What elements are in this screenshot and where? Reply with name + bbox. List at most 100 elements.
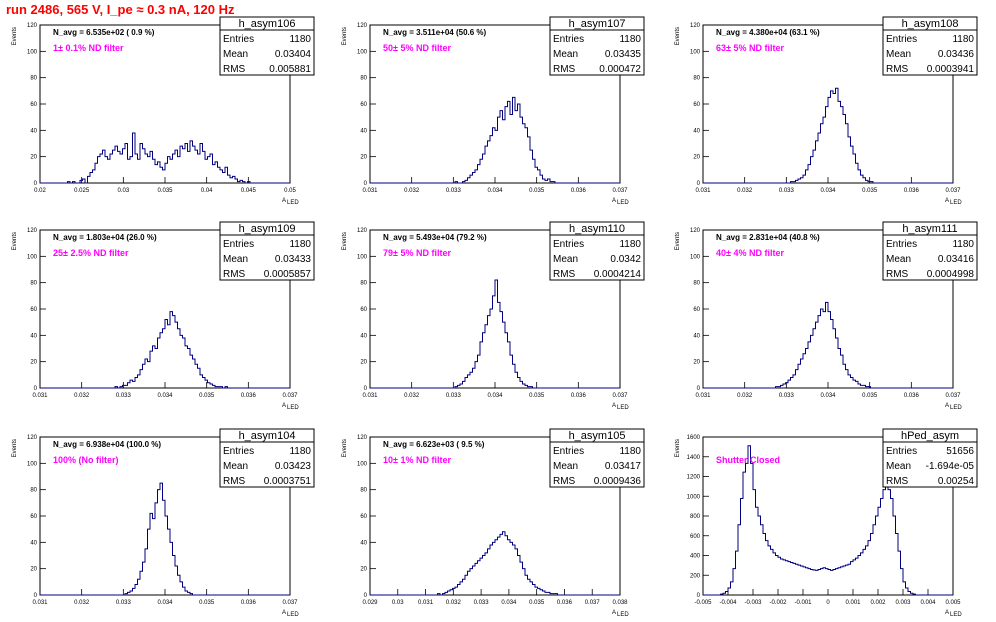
y-tick-label: 60 bbox=[360, 514, 367, 520]
y-tick-label: 80 bbox=[30, 488, 37, 494]
stats-label: RMS bbox=[223, 476, 246, 487]
x-axis-label: A bbox=[612, 610, 616, 616]
stats-box bbox=[219, 428, 315, 488]
stats-box bbox=[882, 16, 978, 76]
y-tick-label: 20 bbox=[693, 360, 700, 366]
x-tick-label: 0.034 bbox=[820, 393, 836, 399]
stats-title: h_asym108 bbox=[902, 18, 959, 30]
x-tick-label: 0.037 bbox=[945, 393, 961, 399]
x-tick-label: 0.032 bbox=[74, 393, 90, 399]
stats-label: Entries bbox=[223, 239, 254, 250]
x-tick-label: 0.031 bbox=[32, 600, 48, 606]
x-tick-label: 0.031 bbox=[362, 393, 378, 399]
stats-value: 1180 bbox=[289, 34, 311, 45]
stats-label: RMS bbox=[886, 476, 909, 487]
x-tick-label: 0.003 bbox=[895, 600, 911, 606]
stats-value: 0.0009436 bbox=[594, 476, 642, 487]
y-tick-label: 100 bbox=[690, 49, 701, 55]
filter-note: 10± 1% ND filter bbox=[383, 455, 451, 465]
x-tick-label: 0.038 bbox=[612, 600, 628, 606]
y-tick-label: 0 bbox=[697, 593, 701, 599]
x-tick-label: 0.034 bbox=[157, 393, 173, 399]
x-axis-label: A bbox=[945, 610, 949, 616]
stats-label: Entries bbox=[886, 239, 917, 250]
x-tick-label: 0.033 bbox=[116, 600, 132, 606]
stats-title: h_asym111 bbox=[902, 223, 957, 235]
x-tick-label: 0.035 bbox=[199, 393, 215, 399]
stats-value: 0.03416 bbox=[938, 254, 975, 265]
x-axis-label-subscript: LED bbox=[950, 612, 962, 618]
stats-label: Entries bbox=[553, 239, 584, 250]
stats-value: 1180 bbox=[619, 446, 641, 457]
histogram-panel-h_asym108: 0 20 40 60 80 100 120 0.031 0.032 0.033 0.034 0.035… bbox=[675, 16, 978, 206]
x-tick-label: 0.035 bbox=[529, 393, 545, 399]
x-tick-label: 0.037 bbox=[612, 188, 628, 194]
y-tick-label: 40 bbox=[360, 128, 367, 134]
x-axis-label-subscript: LED bbox=[617, 200, 629, 206]
y-axis-label: Events bbox=[342, 27, 348, 45]
x-tick-label: 0.033 bbox=[779, 393, 795, 399]
stats-value: 0.0003941 bbox=[927, 64, 975, 75]
stats-label: Mean bbox=[223, 461, 248, 472]
stats-label: RMS bbox=[223, 269, 246, 280]
y-axis-label: Events bbox=[12, 232, 18, 250]
x-axis-label: A bbox=[945, 198, 949, 204]
x-tick-label: 0.035 bbox=[862, 393, 878, 399]
stats-value: 1180 bbox=[289, 446, 311, 457]
stats-value: 1180 bbox=[619, 34, 641, 45]
y-tick-label: 20 bbox=[693, 155, 700, 161]
x-tick-label: 0.025 bbox=[74, 188, 90, 194]
stats-label: RMS bbox=[886, 269, 909, 280]
run-title: run 2486, 565 V, I_pe ≈ 0.3 nA, 120 Hz bbox=[6, 2, 235, 17]
x-tick-label: 0.031 bbox=[418, 600, 434, 606]
filter-note: 100% (No filter) bbox=[53, 455, 119, 465]
x-tick-label: 0.034 bbox=[487, 188, 503, 194]
x-tick-label: 0.045 bbox=[241, 188, 257, 194]
y-tick-label: 40 bbox=[360, 540, 367, 546]
stats-label: RMS bbox=[553, 64, 576, 75]
y-tick-label: 0 bbox=[34, 593, 38, 599]
x-axis-label: A bbox=[282, 610, 286, 616]
y-tick-label: 80 bbox=[693, 281, 700, 287]
y-tick-label: 1400 bbox=[687, 455, 701, 461]
navg-annotation: N_avg = 2.831e+04 (40.8 %) bbox=[716, 233, 820, 242]
x-tick-label: 0.032 bbox=[74, 600, 90, 606]
histogram-line bbox=[40, 482, 290, 596]
y-tick-label: 120 bbox=[27, 435, 38, 441]
x-tick-label: 0.032 bbox=[446, 600, 462, 606]
stats-value: -1.694e-05 bbox=[926, 461, 975, 472]
y-tick-label: 120 bbox=[690, 23, 701, 29]
stats-title: hPed_asym bbox=[901, 430, 959, 442]
stats-title: h_asym105 bbox=[569, 430, 626, 442]
x-tick-label: 0.02 bbox=[34, 188, 46, 194]
x-tick-label: 0.031 bbox=[32, 393, 48, 399]
filter-note: 40± 4% ND filter bbox=[716, 248, 784, 258]
y-tick-label: 40 bbox=[30, 333, 37, 339]
x-tick-label: 0.036 bbox=[557, 600, 573, 606]
x-tick-label: 0.03 bbox=[392, 600, 404, 606]
y-tick-label: 60 bbox=[360, 102, 367, 108]
x-tick-label: 0.037 bbox=[612, 393, 628, 399]
stats-label: Entries bbox=[553, 34, 584, 45]
navg-annotation: N_avg = 5.493e+04 (79.2 %) bbox=[383, 233, 487, 242]
navg-annotation: N_avg = 6.938e+04 (100.0 %) bbox=[53, 440, 161, 449]
y-tick-label: 60 bbox=[30, 514, 37, 520]
y-tick-label: 100 bbox=[27, 254, 38, 260]
y-tick-label: 40 bbox=[360, 333, 367, 339]
x-axis-label-subscript: LED bbox=[617, 612, 629, 618]
histogram-grid: 0 20 40 60 80 100 120 0.02 0.025 0.03 0.035 0.04 0.0… bbox=[12, 16, 978, 618]
x-tick-label: 0.037 bbox=[282, 393, 298, 399]
x-tick-label: 0.036 bbox=[241, 393, 257, 399]
stats-value: 0.005881 bbox=[269, 64, 311, 75]
histogram-line bbox=[370, 531, 620, 596]
stats-label: Mean bbox=[886, 49, 911, 60]
histogram-panel-h_asym105: 0 20 40 60 80 100 120 0.029 0.03 0.031 0.032 0.033 0… bbox=[342, 428, 645, 618]
y-tick-label: 80 bbox=[360, 488, 367, 494]
x-axis-label-subscript: LED bbox=[287, 405, 299, 411]
x-tick-label: 0.036 bbox=[241, 600, 257, 606]
x-tick-label: 0.035 bbox=[199, 600, 215, 606]
y-tick-label: 40 bbox=[693, 128, 700, 134]
histogram-panel-h_asym111: 0 20 40 60 80 100 120 0.031 0.032 0.033 0.034 0.035… bbox=[675, 221, 978, 411]
y-tick-label: 0 bbox=[364, 593, 368, 599]
